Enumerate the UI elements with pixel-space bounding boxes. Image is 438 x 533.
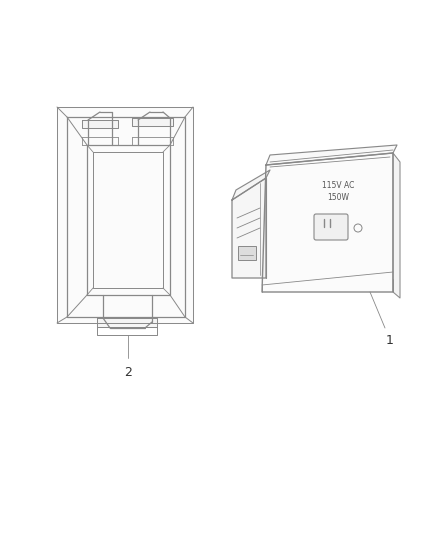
Polygon shape (232, 178, 266, 278)
Text: 1: 1 (386, 334, 394, 346)
Text: 115V AC: 115V AC (322, 182, 354, 190)
Polygon shape (132, 118, 173, 126)
Text: 150W: 150W (327, 193, 349, 203)
Polygon shape (57, 107, 193, 323)
Polygon shape (262, 153, 393, 292)
FancyBboxPatch shape (314, 214, 348, 240)
Polygon shape (232, 170, 270, 200)
Bar (238, 246, 256, 260)
Polygon shape (393, 153, 400, 298)
Polygon shape (97, 318, 157, 327)
Polygon shape (266, 145, 397, 165)
Text: 2: 2 (124, 366, 132, 378)
Polygon shape (82, 120, 118, 128)
